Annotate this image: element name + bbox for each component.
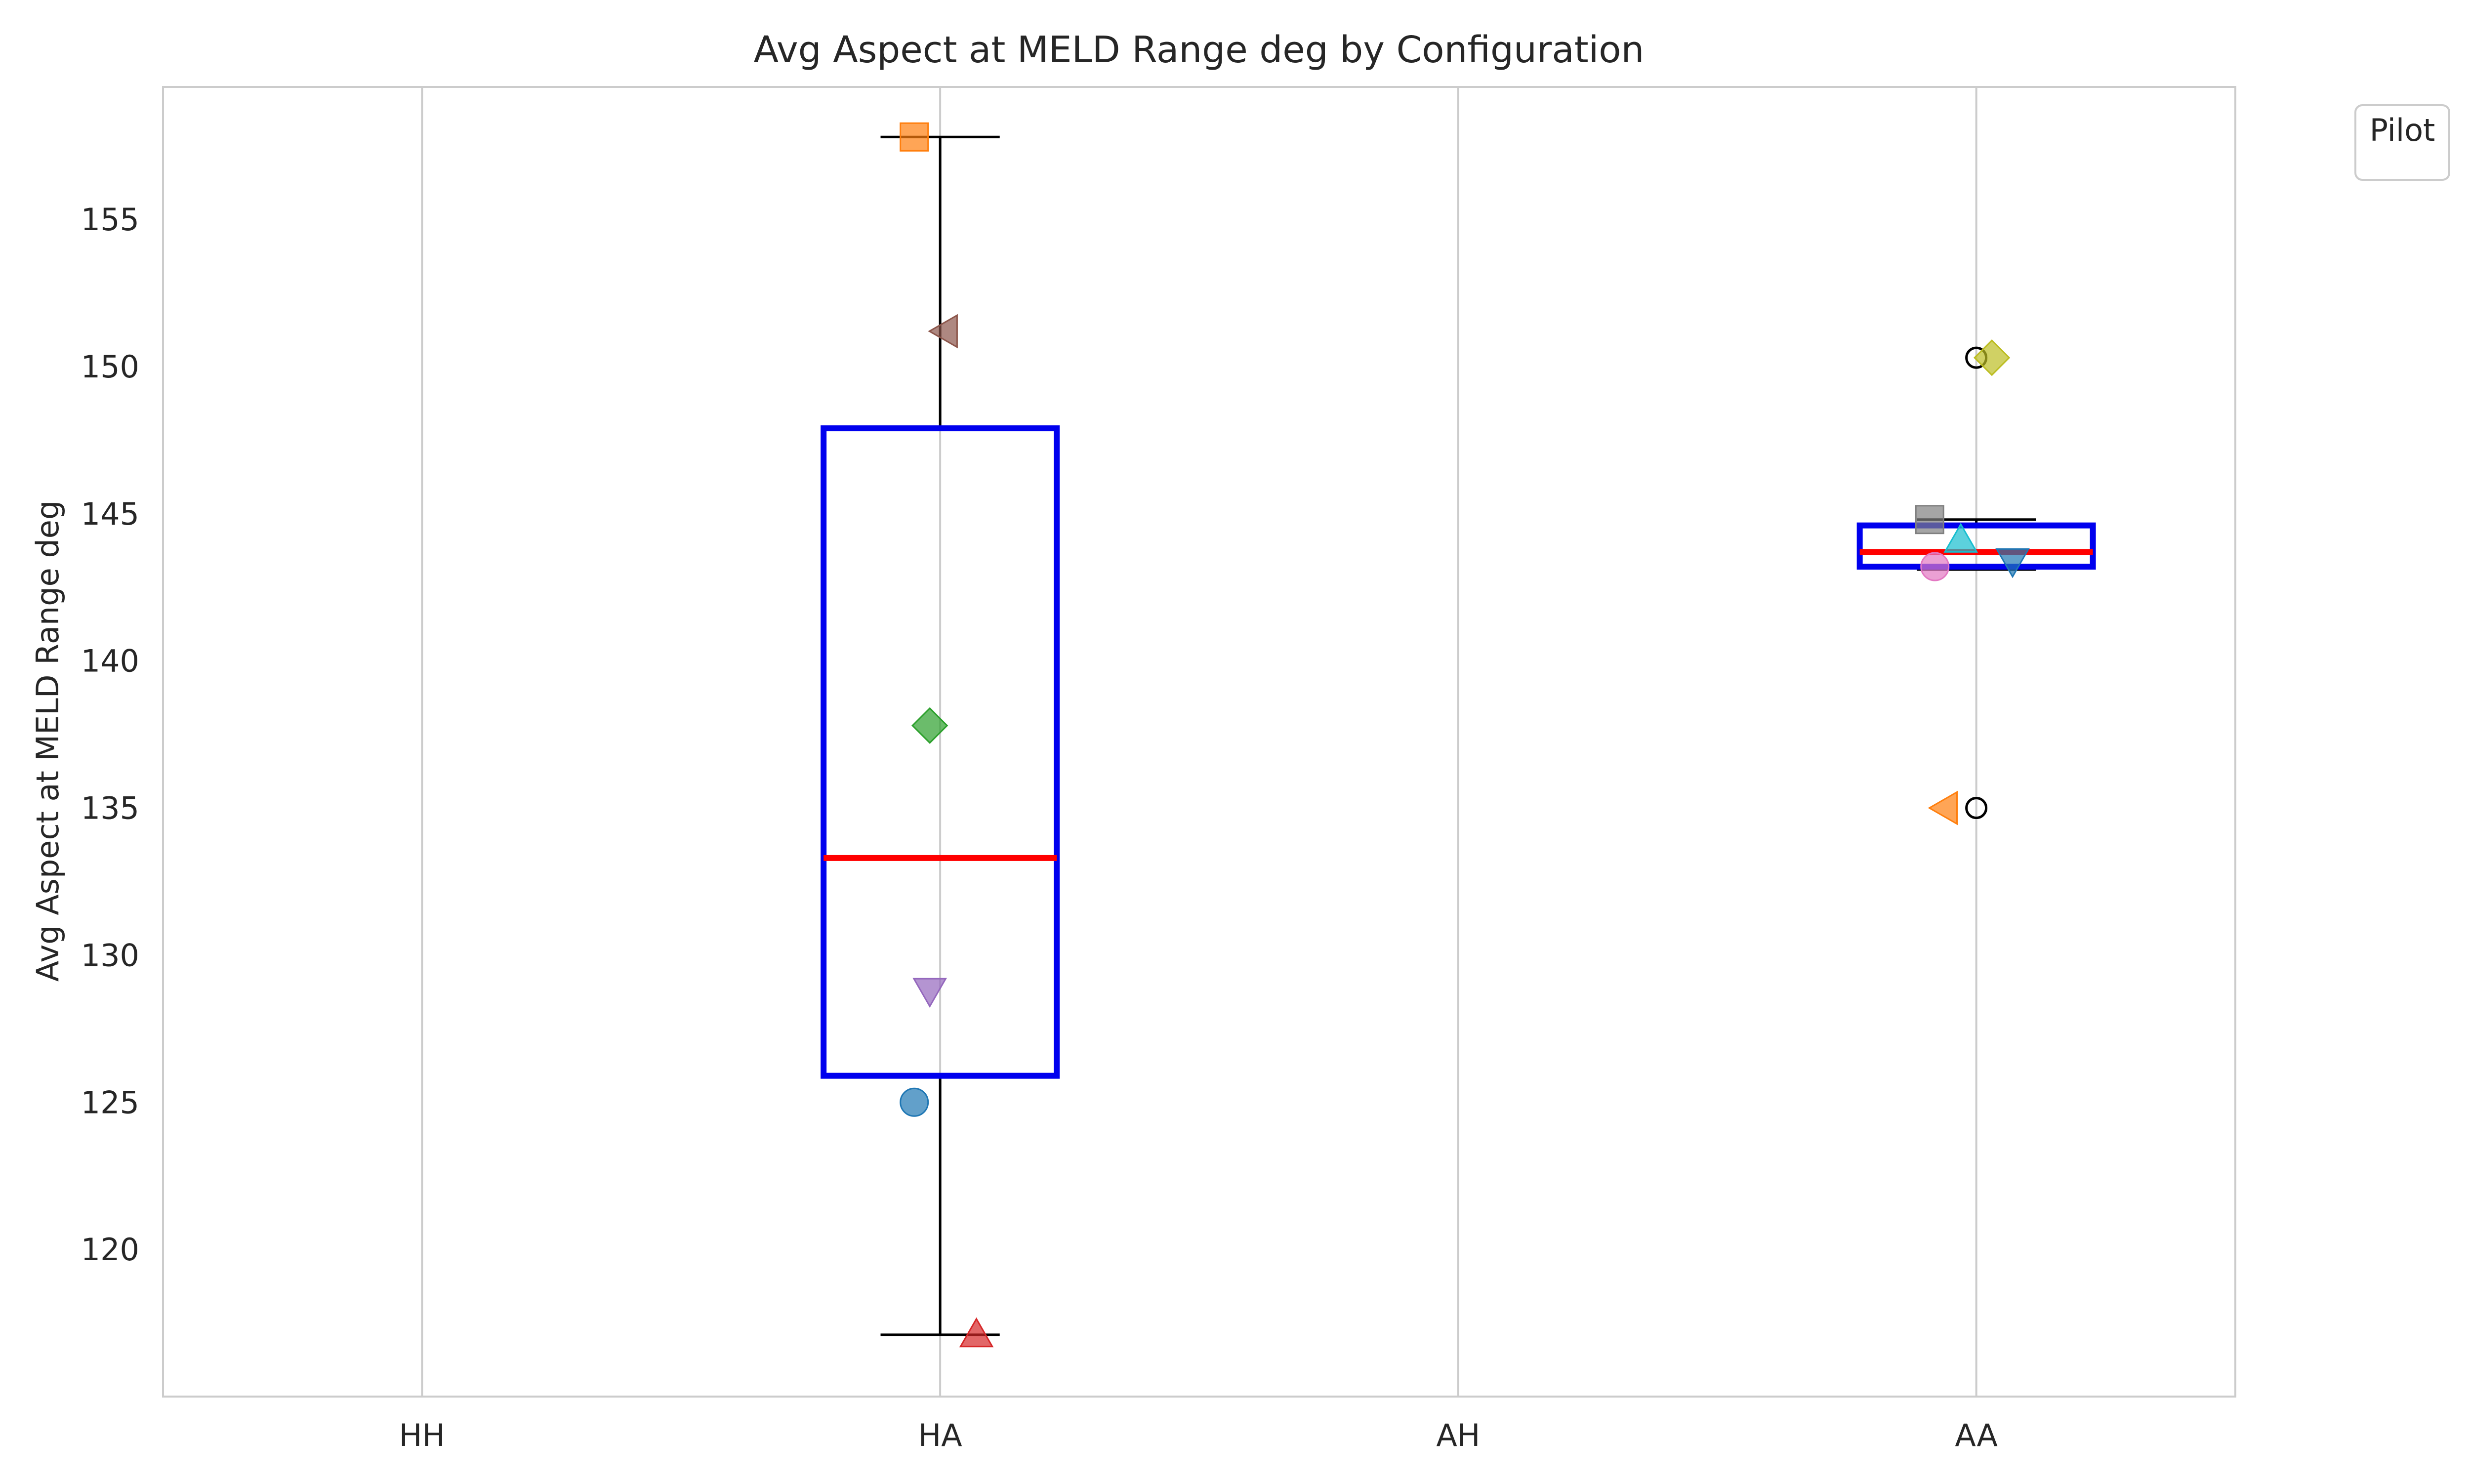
point-ha-0 bbox=[900, 122, 929, 152]
point-layer bbox=[900, 122, 2030, 1348]
outlier-aa-1 bbox=[1965, 797, 1988, 820]
x-tick-label-ha: HA bbox=[918, 1417, 962, 1453]
chart-title: Avg Aspect at MELD Range deg by Configur… bbox=[754, 29, 1645, 71]
point-aa-11 bbox=[1928, 790, 1958, 825]
legend: Pilot bbox=[2354, 104, 2450, 181]
y-tick-label-145: 145 bbox=[81, 496, 139, 532]
legend-title: Pilot bbox=[2370, 112, 2435, 148]
y-tick-label-155: 155 bbox=[81, 202, 139, 238]
y-tick-label-120: 120 bbox=[81, 1232, 139, 1268]
y-tick-label-150: 150 bbox=[81, 349, 139, 385]
point-ha-4 bbox=[900, 1087, 929, 1117]
box-ha bbox=[821, 425, 1060, 1079]
y-axis-label: Avg Aspect at MELD Range deg bbox=[30, 500, 66, 982]
legend-box bbox=[2354, 104, 2450, 181]
point-ha-2 bbox=[911, 707, 948, 744]
y-tick-label-135: 135 bbox=[81, 790, 139, 826]
axis-layer: HH HA AH AA 120 125 130 135 140 145 150 155 bbox=[81, 202, 1998, 1453]
point-ha-3 bbox=[912, 978, 947, 1008]
y-tick-label-140: 140 bbox=[81, 643, 139, 679]
box-aa bbox=[1856, 522, 2096, 570]
point-aa-7 bbox=[1915, 505, 1944, 535]
y-tick-label-130: 130 bbox=[81, 937, 139, 973]
x-tick-label-ah: AH bbox=[1436, 1417, 1480, 1453]
point-aa-9 bbox=[1995, 548, 2030, 578]
grid-layer bbox=[421, 87, 1977, 1397]
point-ha-5 bbox=[959, 1317, 994, 1348]
point-aa-8 bbox=[1943, 523, 1978, 553]
point-aa-10 bbox=[1920, 552, 1950, 581]
x-tick-label-aa: AA bbox=[1955, 1417, 1998, 1453]
plot-frame bbox=[162, 86, 2236, 1398]
x-tick-label-hh: HH bbox=[399, 1417, 445, 1453]
y-tick-label-125: 125 bbox=[81, 1084, 139, 1120]
point-ha-1 bbox=[928, 314, 958, 349]
point-aa-6 bbox=[1973, 339, 2011, 376]
